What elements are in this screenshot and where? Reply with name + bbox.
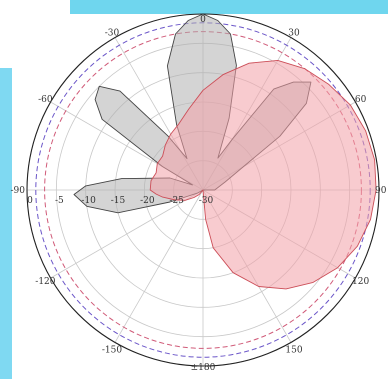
angle-tick-label: 90 [375, 186, 387, 196]
grid-spoke [114, 189, 204, 343]
angle-tick-label: -150 [102, 345, 122, 355]
angle-tick-label: 0 [200, 15, 206, 25]
grid-spoke [50, 189, 204, 279]
radial-tick-label: -20 [140, 196, 155, 206]
angle-tick-label: -120 [35, 277, 55, 287]
angle-tick-label: 30 [288, 28, 300, 38]
radial-tick-label: -5 [55, 196, 64, 206]
angle-tick-label: -90 [11, 186, 26, 196]
angle-tick-label: -30 [105, 28, 120, 38]
radial-tick-label: -15 [111, 196, 126, 206]
angle-tick-label: 60 [355, 95, 367, 105]
background-accent-top [70, 0, 388, 14]
radial-tick-label: -10 [81, 196, 96, 206]
series-area-2 [149, 59, 377, 290]
angle-tick-label: ±180 [191, 363, 216, 373]
angle-tick-label: 120 [352, 277, 369, 287]
radial-tick-label: -30 [199, 196, 214, 206]
outer-ring [26, 13, 380, 367]
angle-tick-label: -60 [38, 95, 53, 105]
background-accent-left [0, 68, 12, 379]
radial-tick-label: -25 [169, 196, 184, 206]
radial-tick-label: 0 [27, 196, 33, 206]
angle-tick-label: 150 [285, 345, 302, 355]
